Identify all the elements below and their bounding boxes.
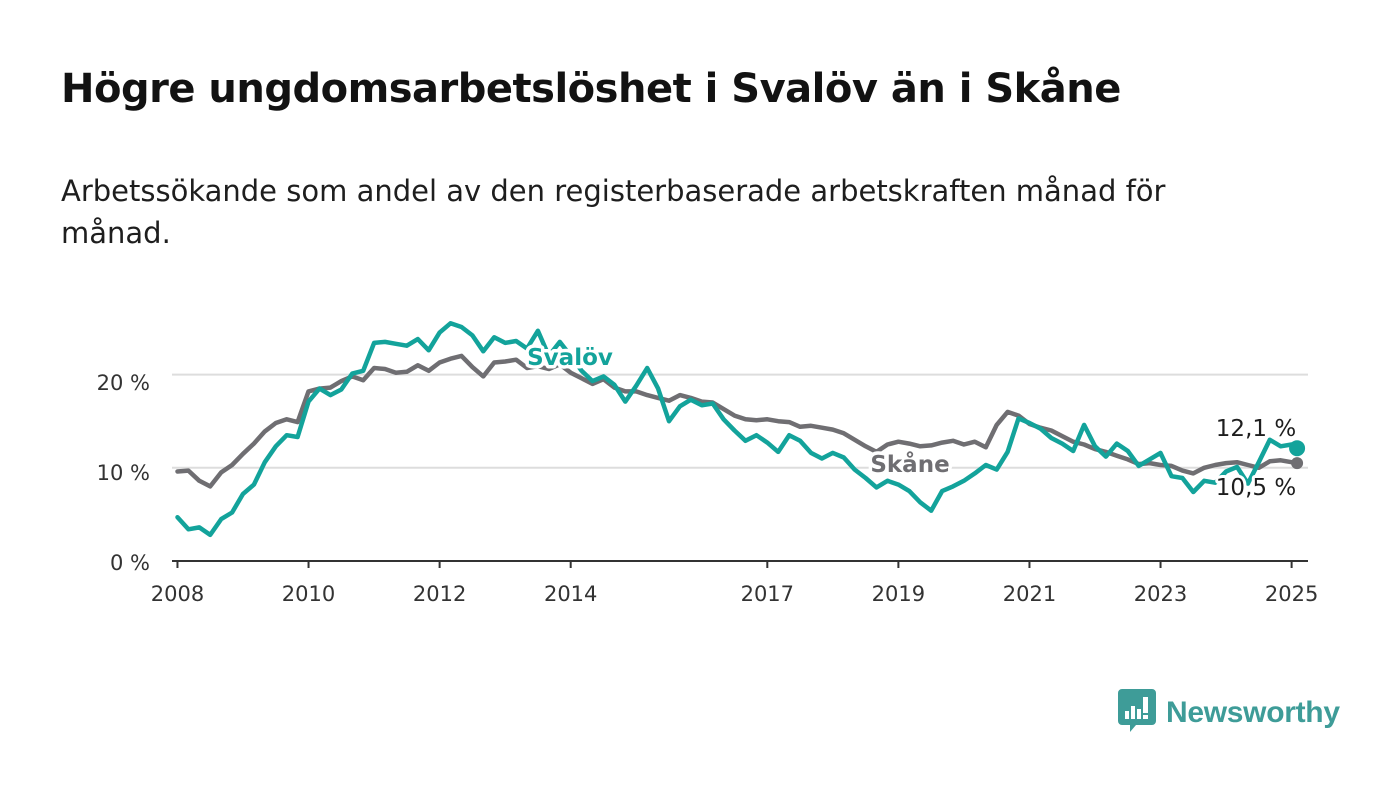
brand-name: Newsworthy [1166, 696, 1340, 729]
series-labels: Skåne Svalöv 12,1 % 10,5 % [524, 342, 1300, 505]
newsworthy-logo-icon [1118, 689, 1156, 737]
x-tick-label: 2025 [1265, 582, 1318, 606]
x-axis-tick-labels: 2008 2010 2012 2014 2017 2019 2021 2023 … [151, 582, 1319, 606]
end-value-label-svalov: 12,1 % [1216, 416, 1296, 442]
chart-title: Högre ungdomsarbetslöshet i Svalöv än i … [61, 66, 1121, 112]
grid-lines [172, 373, 1308, 568]
y-tick-label: 20 % [97, 371, 150, 395]
x-tick-label: 2019 [872, 582, 925, 606]
end-point-skane [1291, 457, 1304, 470]
x-tick-label: 2017 [741, 582, 794, 606]
y-axis-tick-labels: 0 % 10 % 20 % [97, 371, 150, 575]
x-tick-label: 2010 [282, 582, 335, 606]
x-tick-label: 2008 [151, 582, 204, 606]
x-tick-label: 2014 [544, 582, 597, 606]
brand-logo: Newsworthy [1118, 689, 1340, 737]
series-label-svalov: Svalöv [527, 345, 613, 371]
x-tick-label: 2012 [413, 582, 466, 606]
series-line-skane [175, 353, 1300, 489]
y-tick-label: 10 % [97, 461, 150, 485]
series-lines [175, 321, 1306, 538]
x-tick-label: 2021 [1003, 582, 1056, 606]
x-tick-label: 2023 [1134, 582, 1187, 606]
end-value-label-skane: 10,5 % [1216, 475, 1296, 501]
end-point-svalov [1289, 440, 1306, 457]
series-line-svalov [175, 321, 1300, 538]
chart-subtitle: Arbetssökande som andel av den registerb… [61, 174, 1166, 250]
series-label-skane: Skåne [870, 451, 949, 478]
y-tick-label: 0 % [110, 551, 150, 575]
